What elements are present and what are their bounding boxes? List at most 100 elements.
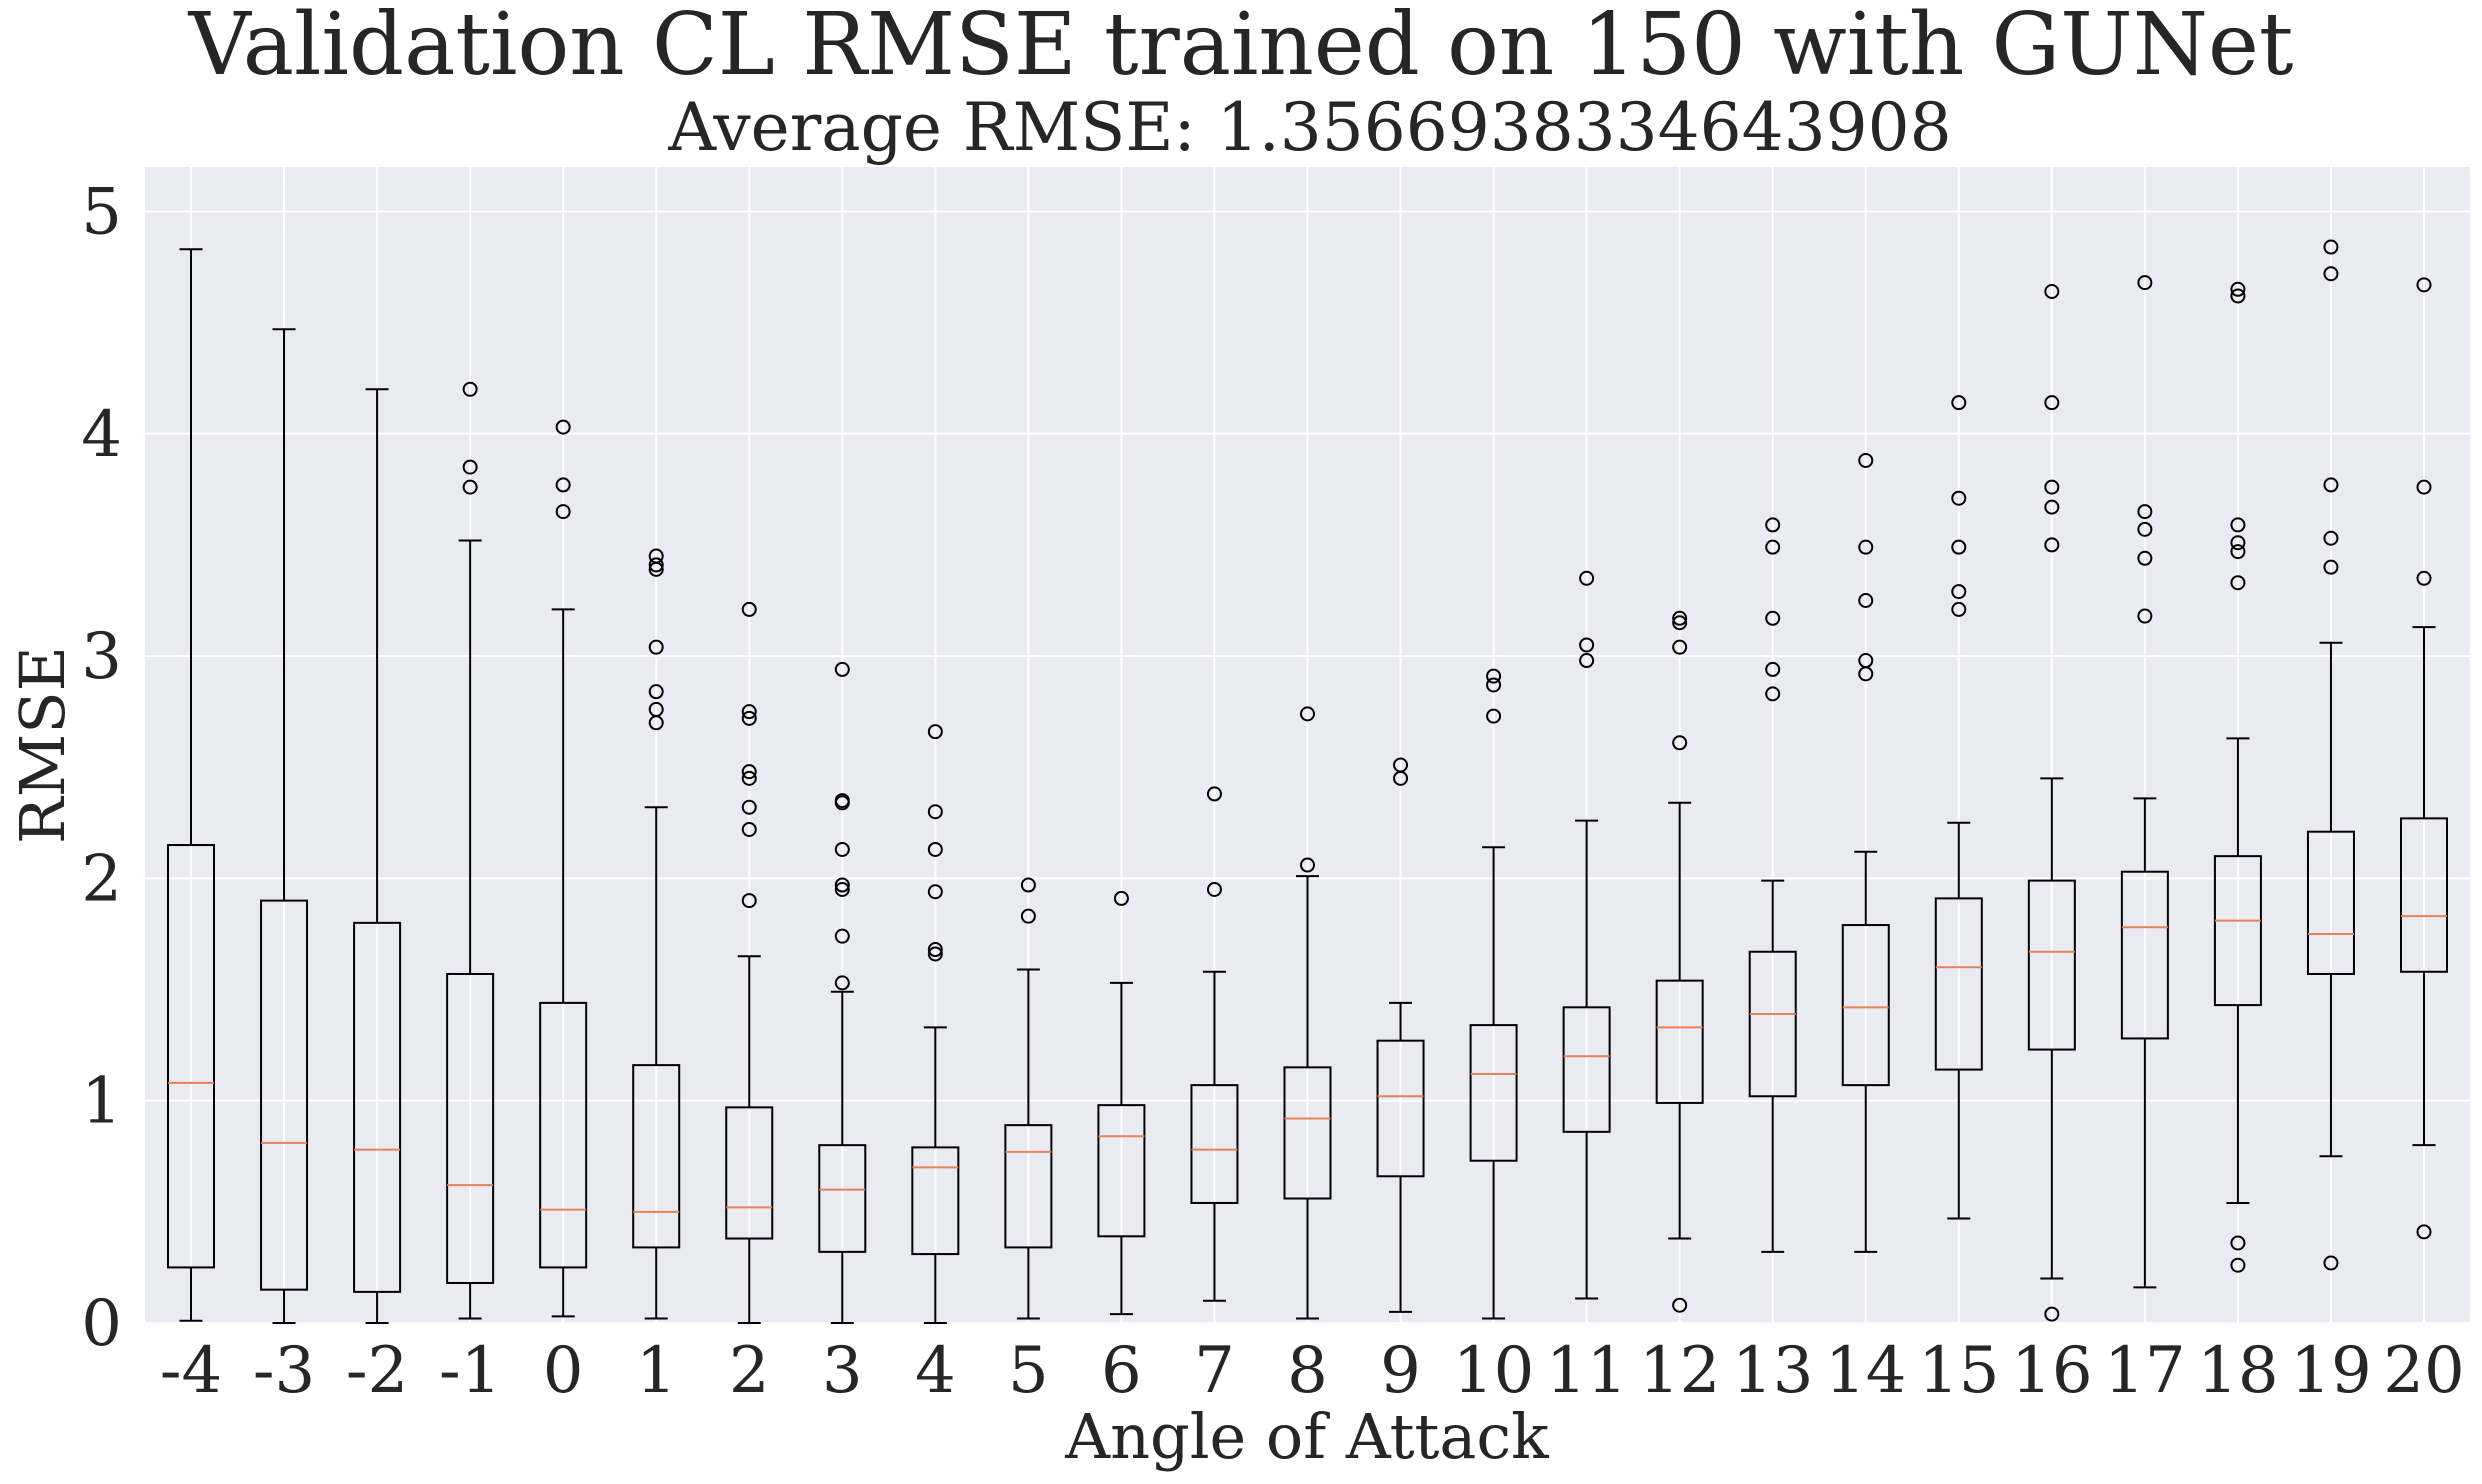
x-tick-label: 12 — [1639, 1334, 1720, 1408]
x-tick-label: 0 — [543, 1334, 584, 1408]
x-tick-label: 19 — [2290, 1334, 2371, 1408]
outlier-point — [2323, 239, 2339, 255]
outlier-point — [462, 459, 478, 475]
outlier-point — [1020, 877, 1036, 893]
outlier-point — [1486, 668, 1502, 684]
outlier-point — [1486, 677, 1502, 693]
outlier-point — [741, 770, 757, 786]
box-16 — [2027, 283, 2076, 1322]
y-tick-label: 3 — [81, 620, 122, 694]
outlier-point — [741, 764, 757, 780]
outlier-point — [1486, 708, 1502, 724]
x-tick-label: 7 — [1194, 1334, 1235, 1408]
outlier-point — [927, 884, 943, 900]
outlier-point — [2323, 530, 2339, 546]
outlier-point — [1672, 615, 1688, 631]
box-iqr — [1841, 924, 1890, 1087]
outlier-point — [2416, 1224, 2432, 1240]
box-iqr — [911, 1146, 960, 1256]
box-19 — [2306, 239, 2355, 1271]
outlier-point — [741, 821, 757, 837]
outlier-point — [2044, 283, 2060, 299]
outlier-point — [2137, 550, 2153, 566]
outlier-point — [1020, 908, 1036, 924]
outlier-point — [1672, 639, 1688, 655]
box-iqr — [260, 899, 309, 1291]
x-tick-label: 10 — [1453, 1334, 1534, 1408]
outlier-point — [1858, 539, 1874, 555]
outlier-point — [2044, 499, 2060, 515]
outlier-point — [2230, 544, 2246, 560]
x-tick-label: 5 — [1008, 1334, 1049, 1408]
box-iqr — [446, 972, 495, 1284]
outlier-point — [834, 975, 850, 991]
outlier-point — [2137, 608, 2153, 624]
box-iqr — [2027, 879, 2076, 1051]
outlier-point — [741, 601, 757, 617]
outlier-point — [1113, 890, 1129, 906]
y-axis-ticks: 0 1 2 3 4 5 — [81, 175, 122, 1361]
outlier-point — [1579, 570, 1595, 586]
chart-subtitle: Average RMSE: 1.3566938334643908 — [667, 89, 1951, 166]
x-tick-label: 15 — [1918, 1334, 1999, 1408]
outlier-point — [1951, 601, 1967, 617]
outlier-point — [2137, 504, 2153, 520]
x-axis-ticks: -4 -3 -2 -1 0 1 2 3 4 5 6 7 8 9 10 11 12 13 14 15 16 17 18 19 20 — [160, 1334, 2465, 1408]
box-1 — [632, 548, 681, 1320]
box-iqr — [167, 844, 215, 1269]
outlier-point — [2323, 266, 2339, 282]
box-iqr — [2306, 830, 2355, 975]
outlier-point — [2137, 521, 2153, 537]
outlier-point — [1858, 593, 1874, 608]
box-iqr — [1748, 950, 1797, 1098]
box-iqr — [1934, 897, 1983, 1071]
box-2 — [725, 601, 774, 1324]
box-iqr — [353, 921, 402, 1293]
outlier-point — [1300, 857, 1315, 873]
outlier-point — [1951, 584, 1967, 600]
outlier-point — [1579, 637, 1595, 653]
box--2 — [353, 388, 402, 1324]
x-tick-label: 18 — [2197, 1334, 2278, 1408]
outlier-point — [1393, 757, 1409, 773]
outlier-point — [741, 704, 757, 720]
box-iqr — [539, 1001, 588, 1269]
outlier-point — [2416, 479, 2432, 495]
outlier-point — [1765, 517, 1781, 533]
box-7 — [1190, 786, 1239, 1302]
box-iqr — [818, 1144, 867, 1253]
box--1 — [446, 381, 495, 1320]
outlier-point — [1765, 661, 1781, 677]
box--4 — [167, 248, 215, 1322]
box-20 — [2400, 277, 2448, 1240]
outlier-point — [834, 661, 850, 677]
outlier-point — [2044, 1306, 2060, 1322]
outlier-point — [2416, 570, 2432, 586]
box-8 — [1283, 706, 1332, 1320]
outlier-point — [741, 893, 757, 909]
outlier-point — [2323, 559, 2339, 575]
outlier-point — [834, 841, 850, 857]
outlier-point — [1206, 882, 1222, 897]
x-tick-label: -4 — [160, 1334, 222, 1408]
box-18 — [2213, 281, 2262, 1273]
x-tick-label: 8 — [1287, 1334, 1328, 1408]
box-10 — [1469, 668, 1518, 1320]
outlier-point — [1951, 539, 1967, 555]
box-iqr — [1469, 1024, 1518, 1162]
outlier-point — [1765, 610, 1781, 626]
x-axis-label: Angle of Attack — [1064, 1400, 1549, 1473]
outlier-point — [648, 548, 664, 564]
outlier-point — [2137, 275, 2153, 291]
outlier-point — [462, 479, 478, 495]
box-4 — [911, 724, 960, 1324]
outlier-point — [2416, 277, 2432, 293]
outlier-point — [927, 946, 943, 962]
y-axis-label: RMSE — [6, 646, 79, 844]
outlier-point — [1579, 653, 1595, 669]
outlier-point — [555, 419, 571, 435]
x-tick-label: 3 — [822, 1334, 863, 1408]
box-iqr — [1097, 1104, 1146, 1238]
outlier-point — [1300, 706, 1315, 722]
